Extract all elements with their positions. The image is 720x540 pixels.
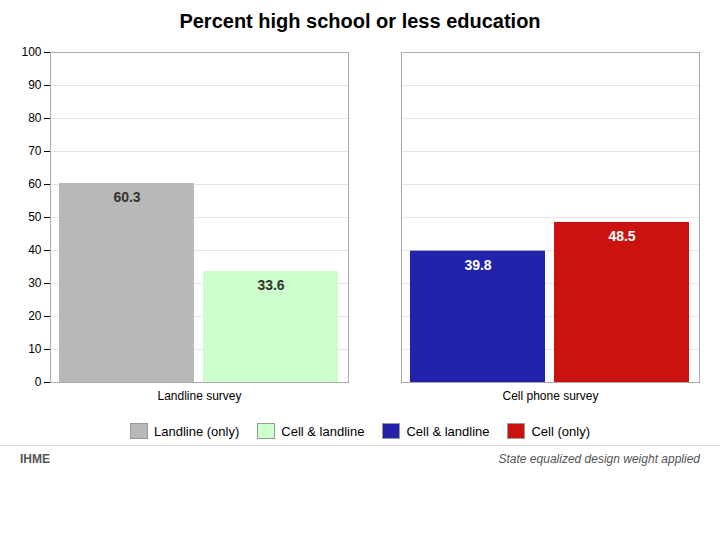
svg-text:33.6: 33.6	[257, 277, 284, 293]
svg-text:20: 20	[28, 309, 42, 323]
svg-text:90: 90	[28, 78, 42, 92]
html-text:Landline (only): Landline (only)	[154, 423, 240, 439]
html-text:Percent high school or less ed: Percent high school or less education	[179, 10, 541, 32]
svg-text:0: 0	[35, 375, 42, 389]
html-text:Cell & landline: Cell & landline	[406, 423, 490, 439]
html-text:Cell & landline: Cell & landline	[281, 423, 365, 439]
svg-text:Landline survey: Landline survey	[157, 389, 241, 403]
svg-text:Cell phone survey: Cell phone survey	[502, 389, 598, 403]
html-text:State equalized design weight: State equalized design weight applied	[498, 452, 700, 466]
svg-text:48.5: 48.5	[608, 228, 635, 244]
html-text:IHME: IHME	[20, 452, 50, 466]
svg-text:80: 80	[28, 111, 42, 125]
svg-text:40: 40	[28, 243, 42, 257]
svg-text:100: 100	[21, 45, 41, 59]
svg-text:60.3: 60.3	[113, 189, 140, 205]
html-text:Cell (only): Cell (only)	[531, 423, 590, 439]
svg-text:10: 10	[28, 342, 42, 356]
svg-text:50: 50	[28, 210, 42, 224]
svg-text:60: 60	[28, 177, 42, 191]
svg-text:70: 70	[28, 144, 42, 158]
svg-text:30: 30	[28, 276, 42, 290]
svg-text:39.8: 39.8	[464, 257, 491, 273]
